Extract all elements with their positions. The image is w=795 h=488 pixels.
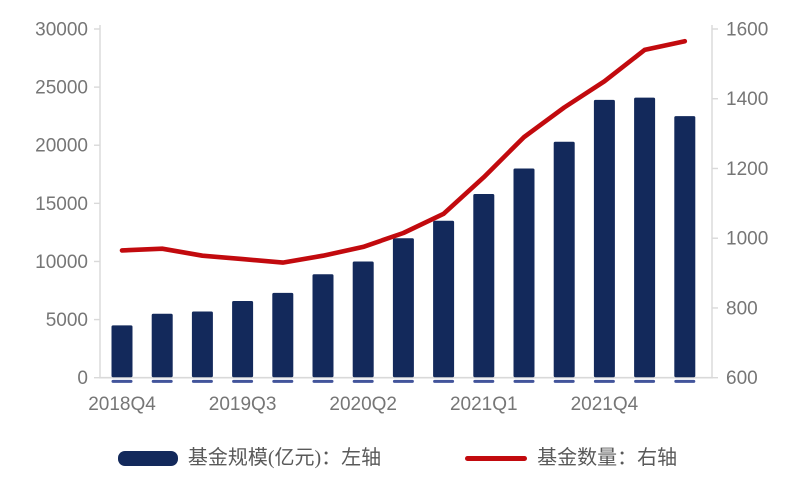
- bar-base-dash: [111, 379, 133, 383]
- bar-base-dash: [473, 379, 495, 383]
- bar-base-dash: [392, 379, 414, 383]
- bar: [553, 141, 575, 378]
- right-axis-label: 1400: [726, 89, 768, 110]
- right-axis-label: 600: [726, 368, 758, 389]
- x-axis-label: 2020Q2: [329, 394, 397, 415]
- bar: [392, 238, 414, 378]
- legend-item-fund-scale: 基金规模(亿元)：左轴: [117, 446, 382, 470]
- left-axis-label: 0: [77, 368, 88, 389]
- bar: [352, 261, 374, 378]
- bar-base-dash: [593, 379, 615, 383]
- bar-base-dash: [553, 379, 575, 383]
- bar: [111, 325, 133, 378]
- legend-item-fund-count: 基金数量：右轴: [465, 446, 677, 470]
- bar: [513, 168, 535, 378]
- right-axis-label: 1600: [726, 20, 768, 41]
- bar: [312, 274, 334, 378]
- right-axis-label: 1200: [726, 159, 768, 180]
- bar: [433, 220, 455, 378]
- bar: [473, 194, 495, 378]
- bar-base-dash: [312, 379, 334, 383]
- x-axis-label: 2019Q3: [209, 394, 277, 415]
- bar-base-dash: [272, 379, 294, 383]
- bar: [191, 311, 213, 378]
- left-axis-label: 5000: [46, 310, 88, 331]
- bar-base-dash: [634, 379, 656, 383]
- bar-base-dash: [513, 379, 535, 383]
- bar-base-dash: [674, 379, 696, 383]
- fund-count-line: [119, 38, 688, 265]
- x-axis-label: 2021Q1: [450, 394, 518, 415]
- bar-base-dash: [191, 379, 213, 383]
- line-series-swatch: [465, 455, 528, 461]
- left-axis-label: 25000: [35, 78, 88, 99]
- left-axis-label: 15000: [35, 194, 88, 215]
- bar: [674, 116, 696, 378]
- chart-legend: 基金规模(亿元)：左轴 基金数量：右轴: [0, 446, 795, 470]
- bar: [272, 292, 294, 378]
- bar: [232, 300, 254, 378]
- right-axis-label: 800: [726, 298, 758, 319]
- bar-base-dash: [232, 379, 254, 383]
- bar: [634, 97, 656, 378]
- bar-base-dash: [433, 379, 455, 383]
- x-axis-label: 2021Q4: [571, 394, 639, 415]
- bar-base-dash: [352, 379, 374, 383]
- left-axis-label: 10000: [35, 252, 88, 273]
- right-axis-label: 1000: [726, 229, 768, 250]
- x-axis-label: 2018Q4: [88, 394, 156, 415]
- left-axis-label: 30000: [35, 20, 88, 41]
- bar: [151, 313, 173, 378]
- legend-label-fund-scale: 基金规模(亿元)：左轴: [187, 447, 382, 469]
- left-axis-label: 20000: [35, 136, 88, 157]
- bar-base-dash: [151, 379, 173, 383]
- legend-label-fund-count: 基金数量：右轴: [537, 447, 678, 469]
- bar-series-swatch: [117, 450, 178, 466]
- bar: [593, 99, 615, 378]
